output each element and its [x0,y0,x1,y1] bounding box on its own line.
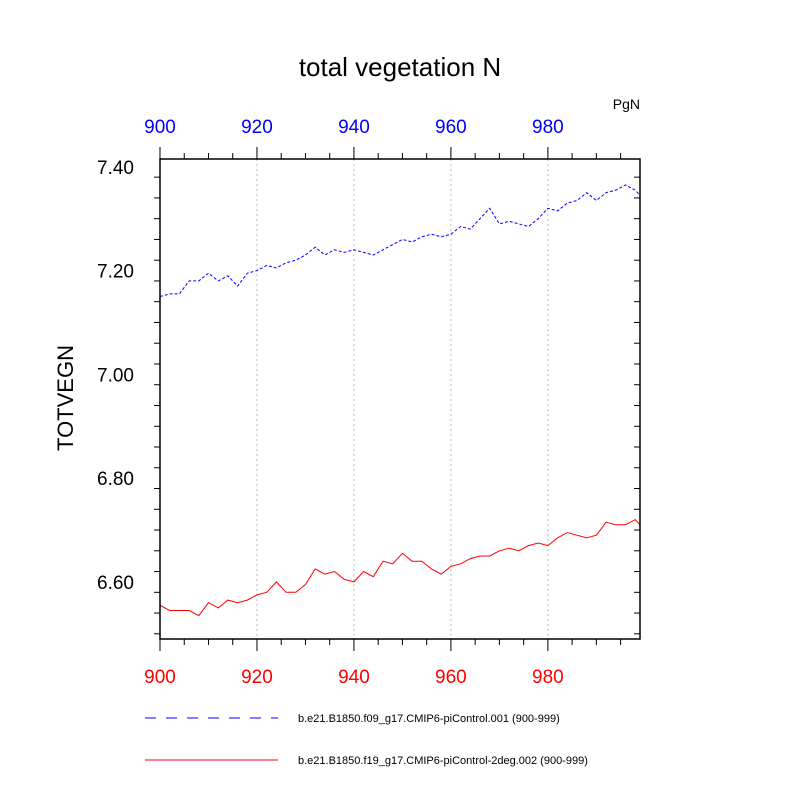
x-tick-label-bottom-980: 980 [532,667,564,688]
plot-frame [159,158,641,640]
series-lines [159,184,641,617]
x-tick-label-top-920: 920 [241,117,273,138]
units-label: PgN [613,96,640,112]
x-tick-label-top-980: 980 [532,117,564,138]
x-tick-label-top-960: 960 [435,117,467,138]
axes: 900 900 920 920 940 940 960 960 980 980 6.60 6.80 7.… [97,117,640,688]
x-tick-label-bottom-940: 940 [338,667,370,688]
x-tick-label-bottom-960: 960 [435,667,467,688]
series-line-1 [159,184,641,297]
legend-label-series-1: b.e21.B1850.f09_g17.CMIP6-piControl.001 … [298,713,560,725]
grid-lines [256,159,549,639]
x-tick-label-bottom-900: 900 [144,667,176,688]
legend-label-series-2: b.e21.B1850.f19_g17.CMIP6-piControl-2deg… [298,755,588,767]
x-tick-label-bottom-920: 920 [241,667,273,688]
chart-title: total vegetation N [299,52,501,82]
y-axis-label: TOTVEGN [53,345,78,451]
legend: b.e21.B1850.f09_g17.CMIP6-piControl.001 … [145,713,588,767]
x-tick-label-top-940: 940 [338,117,370,138]
y-tick-label-6.80: 6.80 [97,469,134,490]
y-tick-label-6.60: 6.60 [97,573,134,594]
y-tick-label-7.40: 7.40 [97,158,134,179]
y-tick-label-7.00: 7.00 [97,365,134,386]
series-line-2 [159,518,641,617]
y-tick-label-7.20: 7.20 [97,262,134,283]
x-tick-label-top-900: 900 [144,117,176,138]
